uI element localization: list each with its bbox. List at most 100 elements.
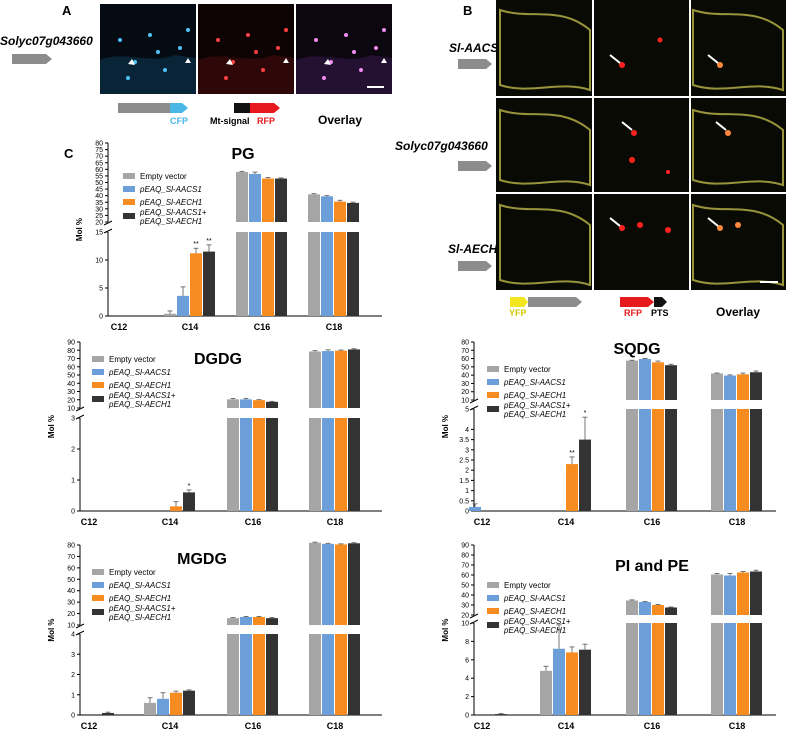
x-tick-label: C12 [81,517,98,527]
panel-a-construct-gene [118,103,170,113]
y-tick-label: 10 [461,398,469,405]
bar-c14-s2 [170,506,182,511]
arrow-icon [715,121,727,131]
panel-a-micrograph-cfp [100,4,196,94]
y-tick-label: 4 [71,632,75,639]
legend-entry: pEAQ_Sl-AACS1+ [108,391,176,400]
y-tick-label: 40 [95,193,103,200]
y-tick-label: 80 [461,340,469,347]
y-tick-label: 10 [461,621,469,628]
bar-c16-s1-lower [639,623,651,715]
x-tick-label: C18 [326,322,343,332]
bar-c18-s1-lower [724,409,736,511]
axis-break-mark [469,613,479,619]
legend-swatch-2 [123,199,135,205]
y-tick-label: 45 [95,187,103,194]
bar-c16-s1 [249,173,261,222]
y-tick-label: 20 [461,389,469,396]
x-tick-label: C16 [245,721,262,731]
bar-c18-s3-lower [348,418,360,511]
y-tick-label: 70 [461,348,469,355]
y-tick-label: 40 [461,373,469,380]
bar-c14-s2 [170,692,182,715]
legend-swatch-1 [92,369,104,375]
panel-a-rfp-label: RFP [257,116,275,126]
bar-c12-s3 [102,712,114,715]
bar-c18-s0-lower [309,418,321,511]
bar-c18-s2 [737,572,749,615]
arrowhead-icon [324,59,331,65]
bar-c18-s3-lower [750,409,762,511]
y-tick-label: 5 [465,407,469,414]
bar-c18-s3 [348,543,360,625]
bar-c18-s0 [711,574,723,615]
bar-c16-s3-lower [266,634,278,715]
bar-c16-s2-lower [652,623,664,715]
legend-entry: pEAQ_Sl-AACS1+ [139,208,207,217]
legend-entry: pEAQ_Sl-AECH1 [108,594,171,603]
panel-a-construct-rfp [250,103,280,113]
bar-c16-s1-lower [249,232,261,316]
legend-swatch-2 [92,382,104,388]
chart-title: PG [231,146,254,163]
x-tick-label: C16 [644,721,661,731]
y-tick-label: 70 [67,356,75,363]
bar-c14-s1 [177,295,189,316]
x-tick-label: C18 [327,517,344,527]
y-tick-label: 60 [67,364,75,371]
bar-c16-s3-lower [665,623,677,715]
y-axis-label: Mol % [75,218,84,241]
bar-c18-s0-lower [308,232,320,316]
y-tick-label: 60 [461,573,469,580]
legend-entry: pEAQ_Sl-AECH1 [503,410,566,419]
legend-swatch-0 [92,569,104,575]
y-tick-label: 4 [465,427,469,434]
y-tick-label: 70 [67,554,75,561]
legend-swatch-3 [487,622,499,628]
y-tick-label: 70 [95,154,103,161]
x-tick-label: C12 [111,322,128,332]
y-tick-label: 20 [95,220,103,227]
bar-c14-s2 [566,464,578,511]
chart-title: MGDG [177,551,227,568]
bar-c14-s2 [566,652,578,715]
bar-c16-s0 [227,618,239,625]
legend-swatch-0 [92,356,104,362]
bar-c14-s2 [190,253,202,316]
legend-swatch-1 [92,582,104,588]
bar-c16-s0 [236,171,248,222]
arrow-icon [707,217,719,227]
y-tick-label: 15 [95,230,103,237]
y-tick-label: 0 [71,713,75,720]
legend-swatch-0 [487,366,499,372]
panel-b-row-label: Solyc07g043660 [395,139,488,153]
bar-c16-s2 [652,605,664,615]
bar-c16-s2-lower [262,232,274,316]
y-tick-label: 2.5 [459,458,469,465]
panel-a-cfp-label: CFP [170,116,188,126]
panel-b-row-label: Sl-AECH1 [448,242,504,256]
bar-c12-s3 [495,714,507,715]
x-tick-label: C18 [729,721,746,731]
bar-c18-s2-lower [334,232,346,316]
bar-c16-s2 [253,400,265,408]
y-tick-label: 50 [461,364,469,371]
bar-c16-s0 [626,600,638,615]
bar-c18-s2-lower [737,409,749,511]
legend-swatch-3 [487,406,499,412]
x-tick-label: C18 [327,721,344,731]
arrowhead-icon [283,58,289,63]
y-tick-label: 30 [461,603,469,610]
legend-entry: pEAQ_Sl-AACS1 [503,378,566,387]
y-tick-label: 10 [67,406,75,413]
bar-c18-s0-lower [711,623,723,715]
legend-entry: pEAQ_Sl-AECH1 [108,381,171,390]
y-tick-label: 0.5 [459,498,469,505]
y-tick-label: 20 [461,613,469,620]
y-tick-label: 65 [95,160,103,167]
x-tick-label: C14 [162,517,179,527]
bar-c14-s3 [579,439,591,511]
y-tick-label: 0 [71,509,75,516]
